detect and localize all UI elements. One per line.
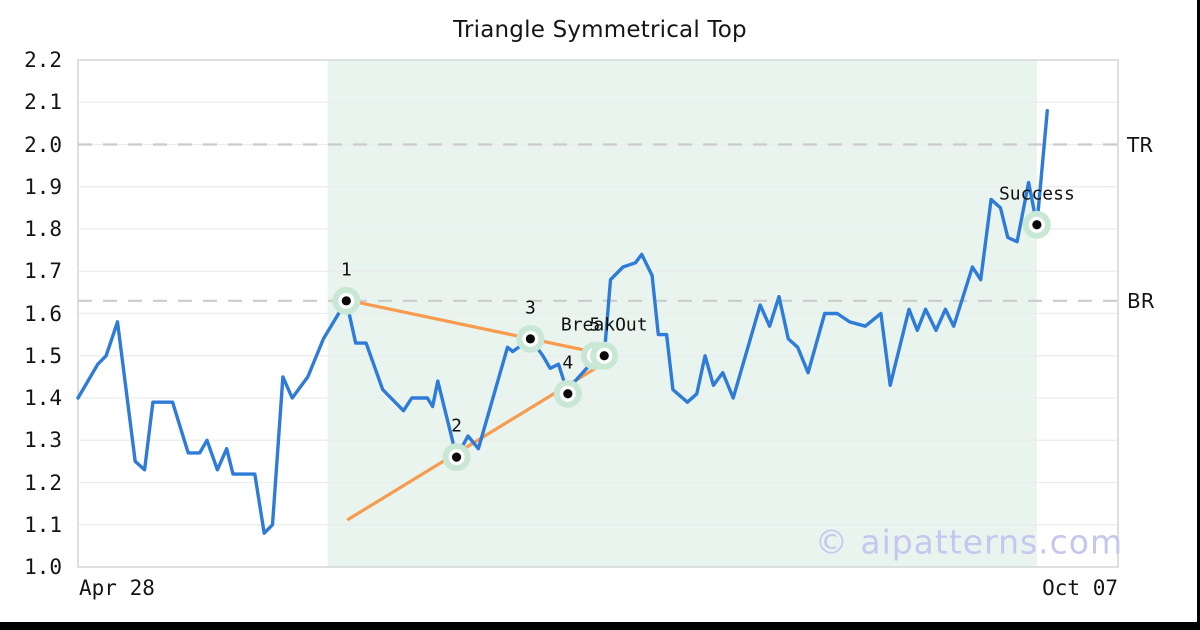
target-level-label: TR bbox=[1127, 132, 1154, 157]
marker-dot bbox=[341, 296, 351, 306]
y-axis-tick-label: 1.0 bbox=[24, 555, 62, 579]
bottom-border-bar bbox=[0, 622, 1200, 630]
annotation-label-success: Success bbox=[998, 183, 1075, 205]
chart-title: Triangle Symmetrical Top bbox=[453, 17, 747, 43]
annotation-label-2: 2 bbox=[451, 415, 462, 437]
y-axis-tick-label: 1.6 bbox=[24, 301, 62, 326]
annotation-label-3: 3 bbox=[524, 297, 536, 319]
annotation-label-5: 5 bbox=[589, 314, 601, 336]
y-axis-tick-label: 2.0 bbox=[24, 132, 62, 157]
plot-border bbox=[77, 59, 1119, 568]
y-axis-tick-label: 1.2 bbox=[24, 470, 62, 495]
marker-dot bbox=[1032, 220, 1042, 230]
annotation-label-1: 1 bbox=[340, 259, 352, 281]
y-axis-tick-label: 1.9 bbox=[24, 174, 62, 199]
marker-dot bbox=[563, 389, 573, 399]
y-axis-tick-label: 2.2 bbox=[24, 48, 62, 72]
y-axis-tick-label: 1.4 bbox=[24, 386, 62, 410]
watermark: © aipatterns.com bbox=[814, 522, 1124, 562]
y-axis-tick-label: 1.5 bbox=[24, 343, 62, 368]
trendline-upper bbox=[344, 298, 614, 358]
x-axis-label-start: Apr 28 bbox=[79, 576, 155, 600]
y-axis-tick-label: 1.8 bbox=[24, 217, 62, 241]
right-border-bar bbox=[1197, 0, 1200, 630]
marker-dot bbox=[525, 334, 536, 344]
breakout-level-label: BR bbox=[1127, 288, 1155, 313]
y-axis-tick-label: 2.1 bbox=[24, 90, 62, 115]
marker-dot bbox=[599, 351, 609, 361]
annotation-label-4: 4 bbox=[562, 352, 574, 374]
y-axis-tick-label: 1.3 bbox=[24, 428, 62, 453]
y-axis-tick-label: 1.7 bbox=[24, 259, 62, 284]
x-axis-label-end: Oct 07 bbox=[1042, 576, 1118, 600]
y-axis-tick-label: 1.1 bbox=[24, 512, 62, 537]
annotation-label-breakout: BreakOut bbox=[560, 314, 648, 336]
marker-dot bbox=[451, 452, 462, 462]
